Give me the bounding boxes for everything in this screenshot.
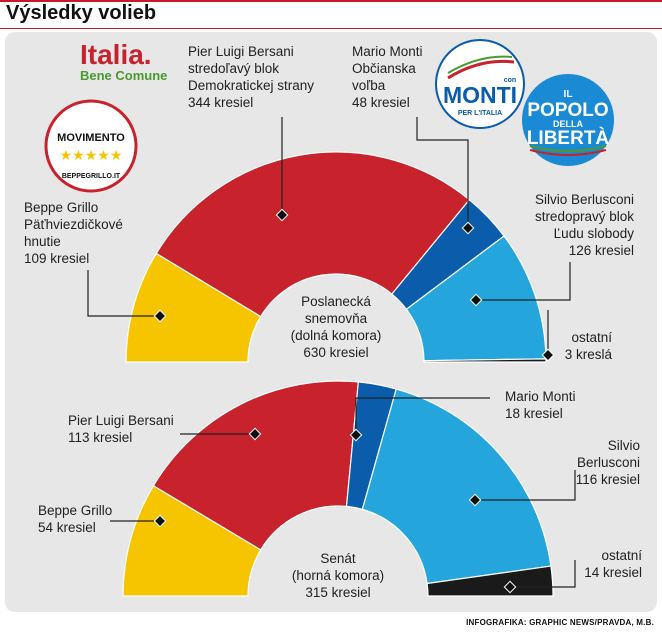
label-monti: Mario Monti Občianska voľba 48 kresiel	[352, 44, 423, 110]
segment-bersani	[152, 380, 359, 551]
monti-logo-small: con	[504, 77, 516, 84]
center-label-line: snemovňa	[305, 311, 368, 326]
marker-berlusconi	[468, 493, 482, 507]
leader-ostatni	[510, 560, 576, 588]
label-line: 116 kresiel	[576, 472, 640, 487]
pdl-logo: IL POPOLO DELLA LIBERTÀ	[522, 74, 614, 166]
italia-logo-line2: Bene Comune	[80, 68, 167, 83]
center-label: Poslanecká snemovňa (dolná komora) 630 kres…	[291, 294, 382, 360]
title-rule	[0, 28, 662, 29]
center-label-line: 315 kresiel	[305, 585, 370, 600]
credit: INFOGRAFIKA: GRAPHIC NEWS/PRAVDA, M.B.	[466, 618, 654, 627]
movimento-logo-name: MOVIMENTO	[57, 132, 125, 144]
leader-grillo	[87, 270, 160, 317]
leader-berlusconi	[476, 262, 571, 301]
center-label-line: Senát	[320, 551, 356, 566]
leader-berlusconi	[475, 470, 576, 501]
marker-berlusconi	[469, 293, 483, 307]
label-bersani: Pier Luigi Bersani stredoľavý blok Demokra…	[188, 44, 314, 110]
marker-monti	[461, 221, 475, 235]
label-line: 18 kresiel	[505, 406, 563, 421]
center-label-line: (horná komora)	[292, 568, 384, 583]
label-line: stredopravý blok	[535, 209, 634, 224]
label-line: Mario Monti	[505, 389, 576, 404]
label-line: Päťhviezdičkové	[24, 217, 123, 232]
label-berlusconi: Silvio Berlusconi stredopravý blok Ľudu sl…	[535, 192, 634, 258]
label-line: Pier Luigi Bersani	[188, 44, 294, 59]
label-line: voľba	[352, 78, 386, 93]
label-bersani: Pier Luigi Bersani 113 kresiel	[68, 413, 174, 445]
movimento-logo-url: BEPPEGRILLO.IT	[62, 173, 121, 180]
segment-ostatni	[423, 358, 547, 363]
label-line: stredoľavý blok	[188, 61, 279, 76]
marker-grillo	[153, 514, 167, 528]
marker-ostatni	[503, 580, 517, 594]
label-berlusconi: Silvio Berlusconi 116 kresiel	[576, 438, 640, 487]
marker-bersani	[248, 427, 262, 441]
pdl-logo-line1: IL	[564, 89, 573, 100]
label-line: Mario Monti	[352, 44, 423, 59]
label-line: 54 kresiel	[38, 520, 96, 535]
center-label-line: 630 kresiel	[303, 345, 368, 360]
label-line: Občianska	[352, 61, 416, 76]
leader-monti	[416, 117, 469, 228]
marker-grillo	[153, 309, 167, 323]
label-line: Berlusconi	[577, 455, 640, 470]
monti-logo: con MONTI PER L'ITALIA	[435, 39, 525, 129]
label-grillo: Beppe Grillo Päťhviezdičkové hnutie 109 kre…	[24, 200, 123, 266]
center-label: Senát (horná komora) 315 kresiel	[292, 551, 384, 600]
label-monti: Mario Monti 18 kresiel	[505, 389, 576, 421]
label-line: hnutie	[24, 234, 61, 249]
movimento-logo-stars: ★★★★★	[60, 147, 123, 163]
italia-logo-line1: Italia.	[80, 39, 152, 70]
label-line: Ľudu slobody	[554, 226, 635, 241]
page-title: Výsledky volieb	[6, 2, 157, 24]
segment-berlusconi	[361, 388, 552, 585]
label-grillo: Beppe Grillo 54 kresiel	[38, 503, 112, 535]
pdl-logo-line3: DELLA	[553, 119, 583, 129]
label-line: Pier Luigi Bersani	[68, 413, 174, 428]
label-ostatni: ostatní 14 kresiel	[584, 548, 642, 580]
marker-bersani	[275, 208, 289, 222]
monti-logo-sub: PER L'ITALIA	[458, 110, 502, 117]
label-line: 344 kresiel	[188, 95, 253, 110]
pdl-logo-line2: POPOLO	[527, 100, 608, 121]
leader-monti	[355, 397, 490, 435]
label-line: 126 kresiel	[569, 243, 634, 258]
italia-bene-comune-logo: Italia. Bene Comune	[80, 39, 167, 83]
label-line: Silvio	[608, 438, 640, 453]
label-line: ostatní	[601, 548, 642, 563]
label-line: Demokratickej strany	[188, 78, 314, 93]
label-line: 3 kreslá	[565, 347, 613, 362]
marker-monti	[349, 428, 363, 442]
label-line: 113 kresiel	[68, 430, 132, 445]
label-line: Beppe Grillo	[24, 200, 98, 215]
label-line: Silvio Berlusconi	[535, 192, 634, 207]
label-line: 48 kresiel	[352, 95, 410, 110]
senate-chart: Beppe Grillo 54 kresiel Pier Luigi Bersani…	[38, 380, 642, 600]
label-line: 109 kresiel	[24, 251, 89, 266]
segment-ostatni	[426, 565, 554, 597]
segment-bersani	[155, 151, 471, 318]
pdl-logo-line4: LIBERTÀ	[527, 127, 610, 149]
label-line: Beppe Grillo	[38, 503, 112, 518]
marker-ostatni	[541, 348, 555, 362]
center-label-line: Poslanecká	[301, 294, 371, 309]
chamber-chart: Beppe Grillo Päťhviezdičkové hnutie 109 kre…	[24, 44, 634, 363]
center-label-line: (dolná komora)	[291, 328, 382, 343]
monti-logo-name: MONTI	[443, 82, 517, 108]
label-line: 14 kresiel	[584, 565, 642, 580]
label-ostatni: ostatní 3 kreslá	[565, 330, 613, 362]
movimento-logo: MOVIMENTO ★★★★★ BEPPEGRILLO.IT	[44, 99, 138, 193]
label-line: ostatní	[571, 330, 612, 345]
top-rule	[0, 0, 662, 2]
